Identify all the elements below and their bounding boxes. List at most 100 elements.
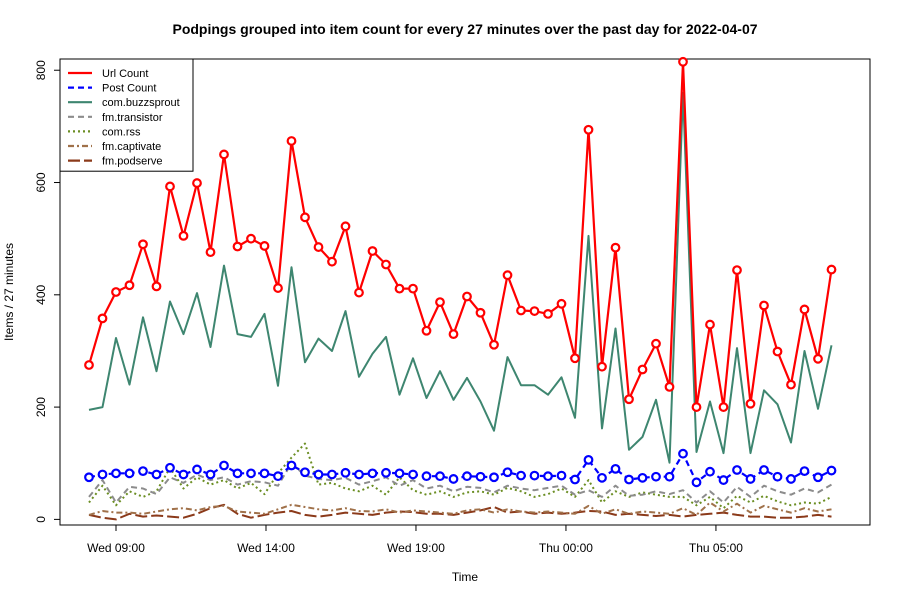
data-point-post-count <box>246 468 256 479</box>
data-point-post-count <box>529 470 540 481</box>
data-point-post-count <box>489 472 499 483</box>
data-point-post-count <box>664 471 675 482</box>
data-point-url-count <box>286 136 297 146</box>
data-point-url-count <box>313 242 324 252</box>
data-point-url-count <box>705 319 715 330</box>
data-point-url-count <box>624 394 634 405</box>
data-point-post-count <box>624 474 634 485</box>
data-point-post-count <box>367 468 378 479</box>
data-point-post-count <box>435 471 445 482</box>
data-point-url-count <box>246 233 256 244</box>
data-point-post-count <box>313 469 324 480</box>
data-point-post-count <box>718 475 729 485</box>
data-point-post-count <box>151 469 162 480</box>
data-point-url-count <box>543 308 553 319</box>
data-point-post-count <box>678 448 688 459</box>
data-point-post-count <box>570 474 580 485</box>
data-point-url-count <box>651 338 661 349</box>
data-point-post-count <box>138 466 148 477</box>
data-point-post-count <box>165 462 175 473</box>
data-point-url-count <box>610 242 621 253</box>
data-point-url-count <box>799 304 810 315</box>
data-point-url-count <box>448 329 459 340</box>
data-point-url-count <box>124 280 135 291</box>
data-point-post-count <box>651 471 661 482</box>
data-point-post-count <box>97 469 108 480</box>
y-tick-label-0: 0 <box>34 516 48 523</box>
data-point-url-count <box>327 256 337 267</box>
data-point-post-count <box>408 469 418 480</box>
data-point-post-count <box>556 470 567 481</box>
data-point-url-count <box>97 313 108 324</box>
data-point-url-count <box>732 265 742 276</box>
data-point-url-count <box>570 353 580 364</box>
y-tick-label-3: 600 <box>34 172 48 192</box>
data-point-post-count <box>340 467 351 478</box>
data-point-post-count <box>232 468 243 479</box>
data-point-url-count <box>111 287 121 297</box>
data-point-post-count <box>772 471 783 482</box>
legend: Url Count Post Count com.buzzsprout fm.tran… <box>59 58 194 172</box>
x-axis: Wed 09:00 Wed 14:00 Wed 19:00 Thu 00:00 Thu … <box>87 525 743 555</box>
data-point-post-count <box>273 471 283 482</box>
data-point-url-count <box>408 283 418 294</box>
y-axis: 0 200 400 600 800 <box>34 60 60 523</box>
plot-frame <box>59 58 871 526</box>
x-tick-label-4: Thu 05:00 <box>689 541 743 555</box>
data-point-url-count <box>394 283 405 294</box>
data-point-post-count <box>300 467 310 478</box>
legend-box <box>59 58 194 172</box>
data-point-url-count <box>678 56 688 67</box>
data-point-url-count <box>529 306 540 316</box>
data-point-post-count <box>421 471 432 482</box>
data-point-url-count <box>813 353 823 364</box>
series-line-fm-podserve <box>88 503 832 521</box>
data-point-post-count <box>732 465 742 475</box>
data-point-url-count <box>340 221 351 232</box>
data-point-url-count <box>300 212 310 223</box>
data-point-post-count <box>354 469 364 480</box>
series-layer <box>84 56 837 521</box>
data-point-url-count <box>151 281 162 292</box>
series-line-fm-transistor <box>88 462 833 504</box>
data-point-url-count <box>192 178 202 188</box>
legend-label-post-count: Post Count <box>102 83 156 95</box>
data-point-url-count <box>232 241 243 252</box>
data-point-post-count <box>813 472 823 483</box>
x-tick-label-3: Thu 00:00 <box>539 541 593 555</box>
data-point-url-count <box>772 346 783 357</box>
data-point-url-count <box>745 398 756 409</box>
data-point-post-count <box>381 467 391 478</box>
data-point-post-count <box>610 463 621 474</box>
series-line-fm-captivate <box>88 501 832 516</box>
data-point-post-count <box>691 477 702 488</box>
data-point-post-count <box>502 467 513 478</box>
data-point-url-count <box>84 360 94 370</box>
y-tick-label-2: 400 <box>34 284 48 304</box>
y-tick-label-4: 800 <box>34 60 48 80</box>
data-point-url-count <box>475 307 486 318</box>
data-point-url-count <box>664 381 675 392</box>
data-point-post-count <box>799 466 810 477</box>
x-tick-label-2: Wed 19:00 <box>387 541 445 555</box>
data-point-url-count <box>759 300 769 311</box>
x-tick-label-0: Wed 09:00 <box>87 541 145 555</box>
data-point-url-count <box>786 379 796 390</box>
data-point-post-count <box>826 465 837 476</box>
data-point-post-count <box>745 474 756 484</box>
data-point-post-count <box>475 471 486 482</box>
data-point-post-count <box>259 468 270 479</box>
data-point-url-count <box>219 149 229 160</box>
x-tick-label-1: Wed 14:00 <box>237 541 295 555</box>
data-point-url-count <box>691 402 702 412</box>
data-point-url-count <box>138 239 148 250</box>
series-line-com-buzzsprout <box>88 91 833 464</box>
data-point-post-count <box>205 469 216 480</box>
data-point-post-count <box>394 468 405 479</box>
y-tick-label-1: 200 <box>34 397 48 417</box>
data-point-post-count <box>84 472 94 483</box>
legend-label-com-buzzsprout: com.buzzsprout <box>102 97 180 109</box>
data-point-url-count <box>489 339 499 350</box>
data-point-url-count <box>462 291 472 302</box>
